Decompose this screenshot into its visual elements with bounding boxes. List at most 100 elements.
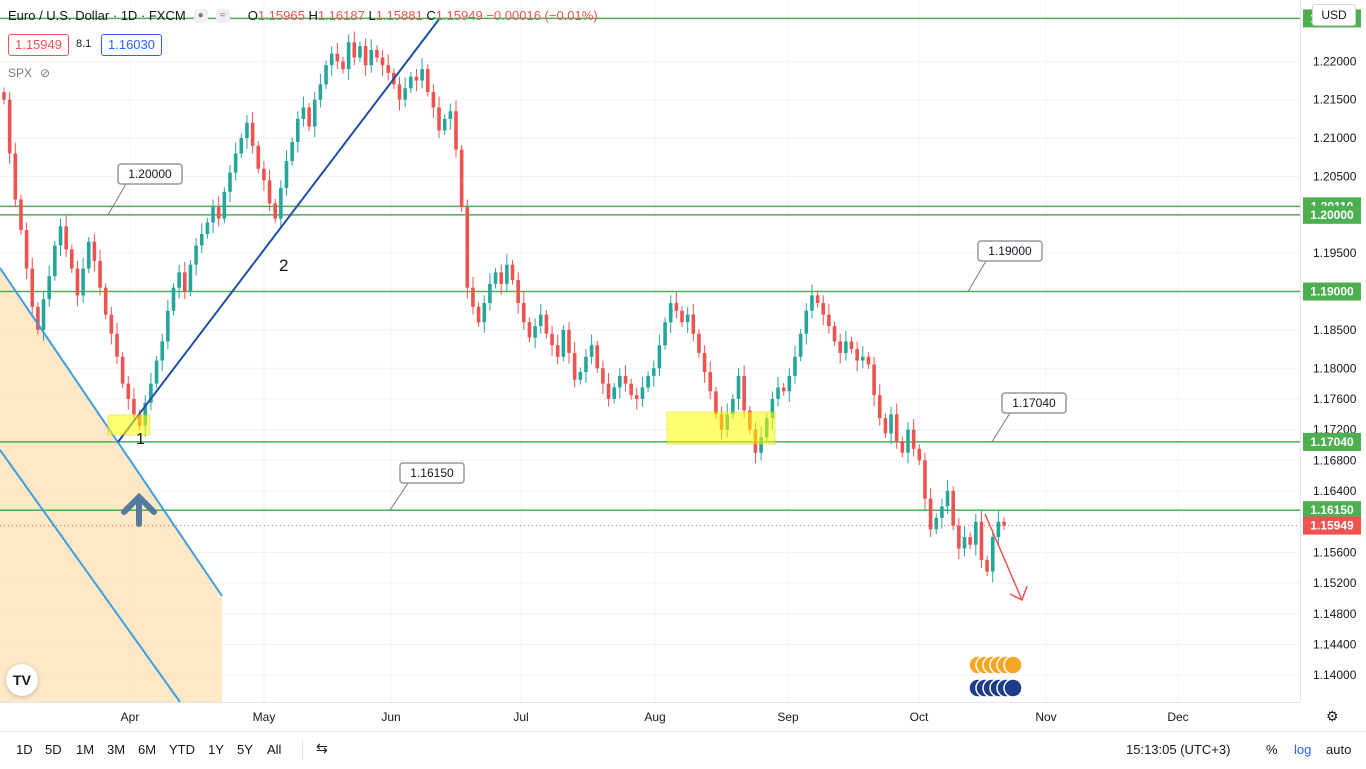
candle-body bbox=[216, 207, 221, 219]
candle-body bbox=[883, 418, 888, 434]
candle-body bbox=[962, 537, 967, 549]
symbol-title[interactable]: Euro / U.S. Dollar · 1D · FXCM bbox=[8, 8, 186, 23]
period-all[interactable]: All bbox=[267, 742, 282, 757]
last-price-badge bbox=[1303, 516, 1361, 535]
candle-body bbox=[7, 99, 12, 154]
candle-body bbox=[228, 172, 232, 192]
candle-body bbox=[437, 107, 441, 131]
time-tick-label: Jun bbox=[381, 710, 400, 724]
candle-body bbox=[448, 111, 453, 119]
callout-label: 1.17040 bbox=[1012, 396, 1056, 410]
time-axis[interactable]: Apr May Jun Jul Aug Sep Oct Nov Dec bbox=[0, 702, 1300, 731]
candle-body bbox=[974, 521, 978, 545]
candle-body bbox=[736, 375, 741, 399]
candle-body bbox=[877, 395, 882, 419]
candle-body bbox=[832, 326, 837, 342]
candle-body bbox=[188, 264, 193, 292]
eye-icon[interactable]: ● bbox=[193, 8, 208, 23]
spread-value: 8.1 bbox=[76, 38, 92, 50]
candle-body bbox=[996, 521, 1001, 538]
candle-body bbox=[646, 375, 650, 388]
chart-legend: Euro / U.S. Dollar · 1D · FXCM ● ≈ O1.15… bbox=[8, 8, 598, 23]
candle-body bbox=[109, 314, 114, 334]
period-6m[interactable]: 6M bbox=[138, 742, 157, 757]
candle-body bbox=[81, 268, 85, 296]
percent-toggle[interactable]: % bbox=[1266, 742, 1278, 757]
candle-body bbox=[855, 349, 859, 361]
price-tick-label: 1.15200 bbox=[1313, 576, 1357, 590]
candle-body bbox=[544, 314, 549, 334]
candle-body bbox=[143, 402, 148, 426]
clock[interactable]: 15:13:05 (UTC+3) bbox=[1126, 742, 1231, 757]
candle-body bbox=[47, 276, 51, 300]
price-tick-label: 1.17600 bbox=[1313, 392, 1357, 406]
time-tick-label: Oct bbox=[910, 710, 929, 724]
date-range-icon[interactable]: ⇆ bbox=[316, 740, 328, 756]
candle-body bbox=[160, 341, 164, 361]
price-axis[interactable]: 1.22000 1.21500 1.21000 1.20500 1.19500 1.185… bbox=[1300, 0, 1366, 702]
candle-body bbox=[657, 345, 662, 369]
candle-body bbox=[578, 372, 583, 380]
time-tick-label: Sep bbox=[777, 710, 799, 724]
currency-selector[interactable]: USD bbox=[1312, 4, 1356, 26]
candle-body bbox=[538, 314, 543, 327]
candle-body bbox=[70, 249, 74, 269]
candle-body bbox=[239, 138, 244, 154]
period-5d[interactable]: 5D bbox=[45, 742, 62, 757]
drawings[interactable]: 12 bbox=[0, 17, 1028, 702]
price-tick-label: 1.19500 bbox=[1313, 246, 1357, 260]
candle-body bbox=[245, 122, 249, 139]
callout-box bbox=[977, 240, 1043, 262]
candle-body bbox=[979, 521, 984, 561]
waves-icon[interactable]: ≈ bbox=[215, 8, 230, 23]
candle-body bbox=[906, 429, 910, 453]
candle-body bbox=[640, 387, 645, 399]
period-5y[interactable]: 5Y bbox=[237, 742, 253, 757]
candle-body bbox=[691, 314, 696, 334]
candle-body bbox=[708, 372, 713, 392]
overlay-symbol[interactable]: SPX bbox=[8, 66, 33, 80]
candle-body bbox=[262, 168, 266, 181]
candle-body bbox=[674, 303, 679, 311]
candle-body bbox=[329, 53, 334, 66]
eye-off-icon[interactable]: ⊘ bbox=[40, 66, 51, 80]
level-axis-badge bbox=[1303, 501, 1361, 520]
price-callouts[interactable]: 1.20000 1.19000 1.17040 1.16150 bbox=[107, 163, 1067, 511]
buy-price-button[interactable]: 1.16030 bbox=[101, 34, 162, 56]
period-ytd[interactable]: YTD bbox=[169, 742, 195, 757]
candle-body bbox=[838, 341, 842, 353]
time-tick-label: Apr bbox=[121, 710, 140, 724]
price-tick-label: 1.14800 bbox=[1313, 607, 1357, 621]
period-1d[interactable]: 1D bbox=[16, 742, 33, 757]
candle-body bbox=[205, 222, 210, 234]
settings-gear-icon[interactable]: ⚙ bbox=[1326, 708, 1339, 724]
candle-body bbox=[702, 352, 707, 373]
candle-body bbox=[589, 345, 594, 357]
level-axis-label: 1.19000 bbox=[1310, 285, 1354, 299]
sell-price-button[interactable]: 1.15949 bbox=[8, 34, 69, 56]
price-tick-label: 1.22000 bbox=[1313, 54, 1357, 68]
log-toggle[interactable]: log bbox=[1294, 742, 1312, 757]
candle-body bbox=[606, 383, 611, 399]
period-1y[interactable]: 1Y bbox=[208, 742, 224, 757]
candle-body bbox=[233, 153, 238, 173]
period-3m[interactable]: 3M bbox=[107, 742, 126, 757]
callout-leader bbox=[967, 260, 987, 292]
candle-body bbox=[2, 92, 6, 100]
price-tick-label: 1.16400 bbox=[1313, 484, 1357, 498]
tradingview-logo-icon[interactable]: TV bbox=[6, 664, 38, 696]
period-1m[interactable]: 1M bbox=[76, 742, 95, 757]
candle-body bbox=[296, 118, 300, 142]
candle-body bbox=[827, 314, 831, 327]
auto-toggle[interactable]: auto bbox=[1326, 742, 1352, 757]
candle-body bbox=[41, 299, 46, 330]
candle-body bbox=[651, 368, 656, 376]
candle-body bbox=[358, 46, 362, 58]
candle-body bbox=[872, 364, 876, 396]
candle-body bbox=[375, 49, 379, 58]
up-arrow-icon bbox=[121, 492, 157, 527]
horizontal-levels[interactable] bbox=[0, 17, 1300, 527]
candle-body bbox=[990, 537, 995, 572]
